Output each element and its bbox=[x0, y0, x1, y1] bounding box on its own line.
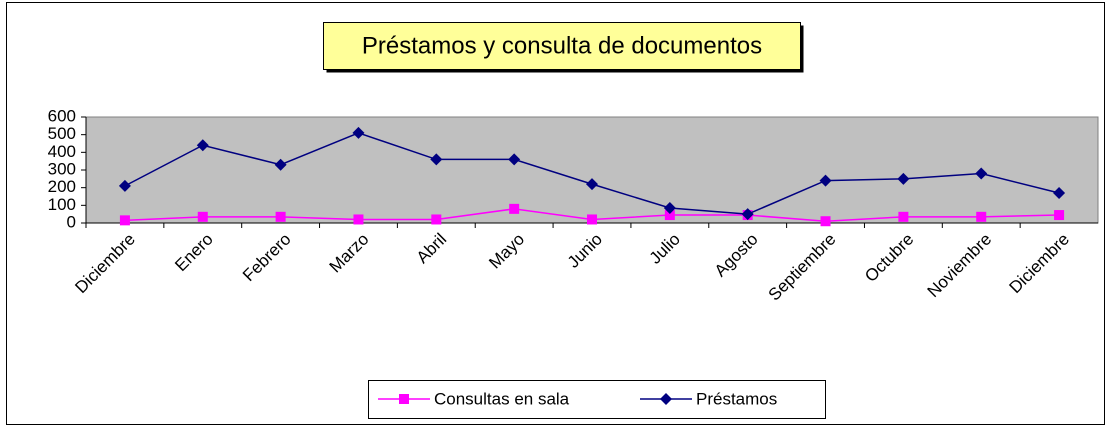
data-point bbox=[509, 203, 520, 214]
data-point bbox=[274, 158, 287, 171]
data-point bbox=[118, 179, 131, 192]
data-point bbox=[663, 201, 676, 214]
data-point bbox=[275, 211, 286, 222]
data-point bbox=[975, 167, 988, 180]
data-point bbox=[820, 216, 831, 227]
data-point bbox=[897, 172, 910, 185]
y-tick-label: 0 bbox=[67, 212, 76, 231]
plot-area bbox=[85, 116, 1099, 224]
legend-label: Préstamos bbox=[696, 389, 777, 408]
y-tick-label: 100 bbox=[48, 195, 76, 214]
legend-marker bbox=[399, 394, 409, 404]
data-point bbox=[197, 211, 208, 222]
legend-marker bbox=[660, 393, 672, 405]
data-point bbox=[586, 178, 598, 191]
data-point bbox=[353, 214, 364, 225]
data-point bbox=[196, 139, 209, 152]
y-tick-label: 200 bbox=[48, 177, 76, 196]
data-point bbox=[1054, 210, 1065, 221]
data-point bbox=[587, 214, 597, 225]
data-point bbox=[119, 215, 130, 226]
data-point bbox=[741, 208, 754, 221]
data-point bbox=[508, 153, 521, 166]
y-tick-label: 600 bbox=[48, 106, 76, 125]
data-point bbox=[976, 211, 987, 222]
data-point bbox=[430, 153, 443, 166]
legend-box bbox=[368, 380, 826, 419]
data-point bbox=[431, 214, 442, 225]
data-point bbox=[898, 211, 909, 222]
title-box bbox=[323, 22, 801, 70]
y-tick-label: 400 bbox=[48, 142, 76, 161]
y-tick-label: 300 bbox=[48, 159, 76, 178]
data-point bbox=[1053, 186, 1066, 199]
y-tick-label: 500 bbox=[48, 124, 76, 143]
data-point bbox=[352, 126, 365, 139]
legend-label: Consultas en sala bbox=[434, 389, 570, 408]
chart-title: Préstamos y consulta de documentos bbox=[362, 32, 762, 59]
data-point bbox=[664, 210, 675, 221]
data-point bbox=[819, 174, 832, 187]
